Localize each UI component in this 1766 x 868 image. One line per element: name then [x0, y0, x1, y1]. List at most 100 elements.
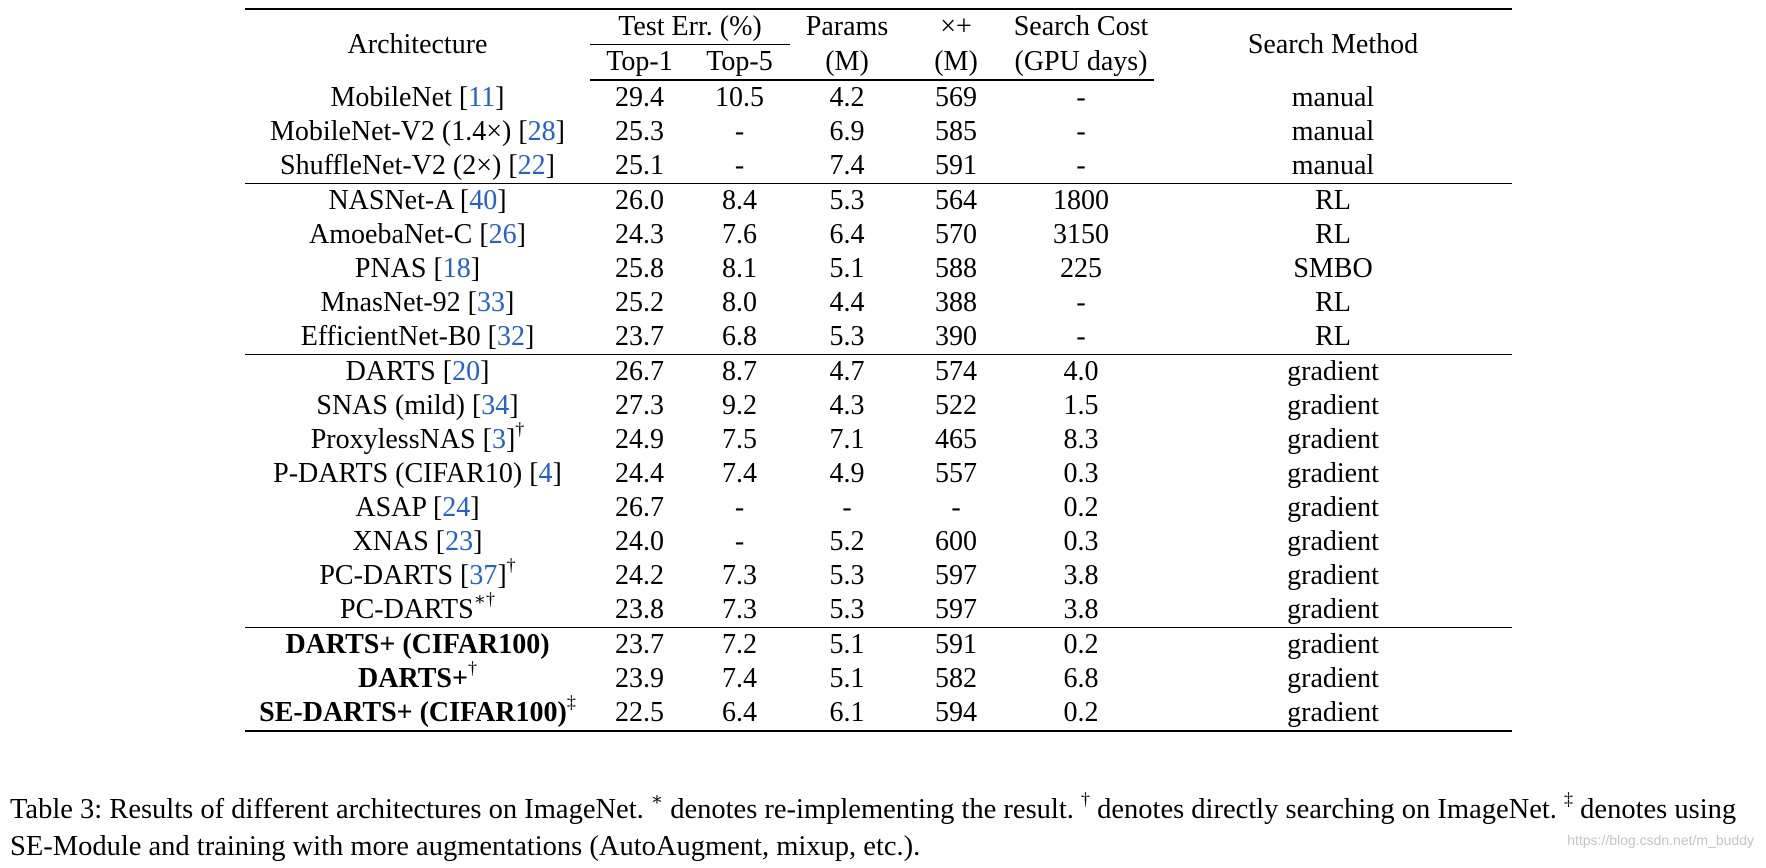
cell-architecture: PNAS [18]	[354, 253, 481, 284]
cell-flops: 582	[935, 663, 977, 694]
citation-link[interactable]: 34	[481, 390, 510, 421]
table-row: DARTS+† 23.9 7.4 5.1 582 6.8 gradient	[245, 659, 1512, 696]
cell-params: 5.1	[829, 663, 865, 694]
cell-top5: 6.8	[722, 321, 757, 352]
cell-flops: 594	[904, 696, 1008, 732]
citation-link[interactable]: 28	[527, 116, 556, 147]
cell-flops: 588	[935, 253, 977, 284]
architecture-name: ASAP	[355, 492, 433, 523]
cell-flops: 574	[904, 354, 1008, 389]
table-row: DARTS+ (CIFAR100) 23.7 7.2 5.1 591 0.2 gradien…	[245, 627, 1512, 662]
citation-link[interactable]: 22	[517, 150, 546, 181]
cell-top5: -	[734, 526, 745, 557]
cell-params: 4.4	[829, 287, 865, 318]
table-row: P-DARTS (CIFAR10) [4] 24.4 7.4 4.9 557 0.3 gra…	[245, 457, 1512, 491]
header-top1: Top-1	[590, 44, 689, 81]
cell-top1: 26.7	[615, 492, 664, 523]
cell-search-cost: -	[1076, 287, 1086, 318]
cell-architecture: XNAS [23]	[352, 526, 483, 557]
cell-params: 5.2	[829, 526, 865, 557]
header-flops-unit: (M)	[904, 44, 1008, 81]
cell-flops: 564	[904, 183, 1008, 218]
cell-architecture: PC-DARTS∗†	[245, 590, 590, 628]
footnote-mark: †	[467, 657, 477, 678]
cell-top5: 7.2	[689, 627, 790, 662]
cell-search-cost: 0.3	[1063, 526, 1099, 557]
table-row: PC-DARTS [37]† 24.2 7.3 5.3 597 3.8 gradient	[245, 556, 1512, 593]
cell-flops: 597	[935, 560, 977, 591]
table-row: EfficientNet-B0 [32] 23.7 6.8 5.3 390 - RL	[245, 320, 1512, 355]
cell-architecture: DARTS+†	[245, 659, 590, 696]
cell-top1: 22.5	[590, 696, 689, 732]
table-row: AmoebaNet-C [26] 24.3 7.6 6.4 570 3150 RL	[245, 218, 1512, 252]
cell-params: 4.2	[829, 82, 865, 113]
citation-link[interactable]: 24	[442, 492, 471, 523]
architecture-name: PNAS	[354, 253, 434, 284]
citation-link[interactable]: 26	[488, 219, 517, 250]
table-row: NASNet-A [40] 26.0 8.4 5.3 564 1800 RL	[245, 183, 1512, 218]
citation-link[interactable]: 3	[491, 424, 506, 455]
cell-search-cost: 8.3	[1063, 424, 1099, 455]
caption-ddagger-mark: ‡	[1564, 788, 1574, 809]
cell-top5: -	[734, 150, 745, 181]
citation-link[interactable]: 20	[452, 356, 481, 387]
table-row: ShuffleNet-V2 (2×) [22] 25.1 - 7.4 591 - manua…	[245, 149, 1512, 184]
cell-search-method: gradient	[1287, 492, 1379, 523]
citation-link[interactable]: 32	[496, 321, 525, 352]
cell-top1: 23.7	[615, 321, 664, 352]
cell-params: 6.1	[790, 696, 904, 732]
cell-architecture: NASNet-A [40]	[245, 183, 590, 218]
cell-flops: 591	[935, 150, 977, 181]
cell-search-cost: -	[1076, 321, 1086, 352]
cell-top5: 8.4	[689, 183, 790, 218]
cell-top5: 8.0	[722, 287, 757, 318]
header-test-err: Test Err. (%)	[590, 8, 790, 45]
cell-search-method: SMBO	[1293, 253, 1373, 284]
citation-link[interactable]: 33	[476, 287, 505, 318]
architecture-name: DARTS	[345, 356, 443, 387]
cell-architecture: MnasNet-92 [33]	[320, 287, 515, 318]
citation-link[interactable]: 18	[442, 253, 471, 284]
cell-top5: 7.4	[722, 663, 757, 694]
citation-link[interactable]: 37	[469, 560, 498, 591]
cell-top1: 26.7	[590, 354, 689, 389]
cell-search-method: RL	[1154, 183, 1512, 218]
cell-params: 5.3	[829, 594, 865, 625]
cell-top1: 25.2	[615, 287, 664, 318]
table-header: Architecture Test Err. (%) Params ×+ Sea…	[245, 8, 1512, 81]
cell-flops: 465	[935, 424, 977, 455]
cell-architecture: DARTS+ (CIFAR100)	[245, 627, 590, 662]
footnote-mark: ‡	[566, 691, 576, 712]
cell-top5: -	[734, 492, 745, 523]
cell-search-method: gradient	[1287, 390, 1379, 421]
cell-params: 5.3	[790, 183, 904, 218]
table-row: ASAP [24] 26.7 - - - 0.2 gradient	[245, 491, 1512, 525]
cell-top1: 27.3	[615, 390, 664, 421]
cell-top5: 9.2	[722, 390, 757, 421]
footnote-mark: †	[506, 554, 516, 575]
cell-search-method: RL	[1315, 287, 1351, 318]
citation-link[interactable]: 11	[468, 81, 496, 113]
table-row: SE-DARTS+ (CIFAR100)‡ 22.5 6.4 6.1 594 0.2 gra…	[245, 693, 1512, 732]
cell-params: 5.1	[790, 627, 904, 662]
header-architecture: Architecture	[245, 8, 590, 80]
cell-search-method: gradient	[1287, 560, 1379, 591]
cell-top1: 29.4	[615, 82, 664, 113]
citation-link[interactable]: 4	[538, 458, 553, 489]
architecture-name: P-DARTS (CIFAR10)	[273, 458, 530, 489]
cell-top1: 23.7	[590, 627, 689, 662]
table-row: DARTS [20] 26.7 8.7 4.7 574 4.0 gradient	[245, 354, 1512, 389]
citation-link[interactable]: 40	[469, 185, 498, 216]
architecture-name: AmoebaNet-C	[309, 219, 480, 250]
cell-top1: 25.3	[615, 116, 664, 147]
cell-search-cost: -	[1076, 150, 1086, 181]
results-table-container: Architecture Test Err. (%) Params ×+ Sea…	[245, 8, 1512, 732]
cell-search-cost: 0.3	[1063, 458, 1099, 489]
cell-flops: 522	[935, 390, 977, 421]
cell-architecture: AmoebaNet-C [26]	[309, 219, 526, 250]
citation-link[interactable]: 23	[445, 526, 474, 557]
header-params: Params	[790, 8, 904, 45]
cell-flops: 388	[935, 287, 977, 318]
cell-top1: 24.0	[615, 526, 664, 557]
cell-architecture: ASAP [24]	[355, 492, 480, 523]
